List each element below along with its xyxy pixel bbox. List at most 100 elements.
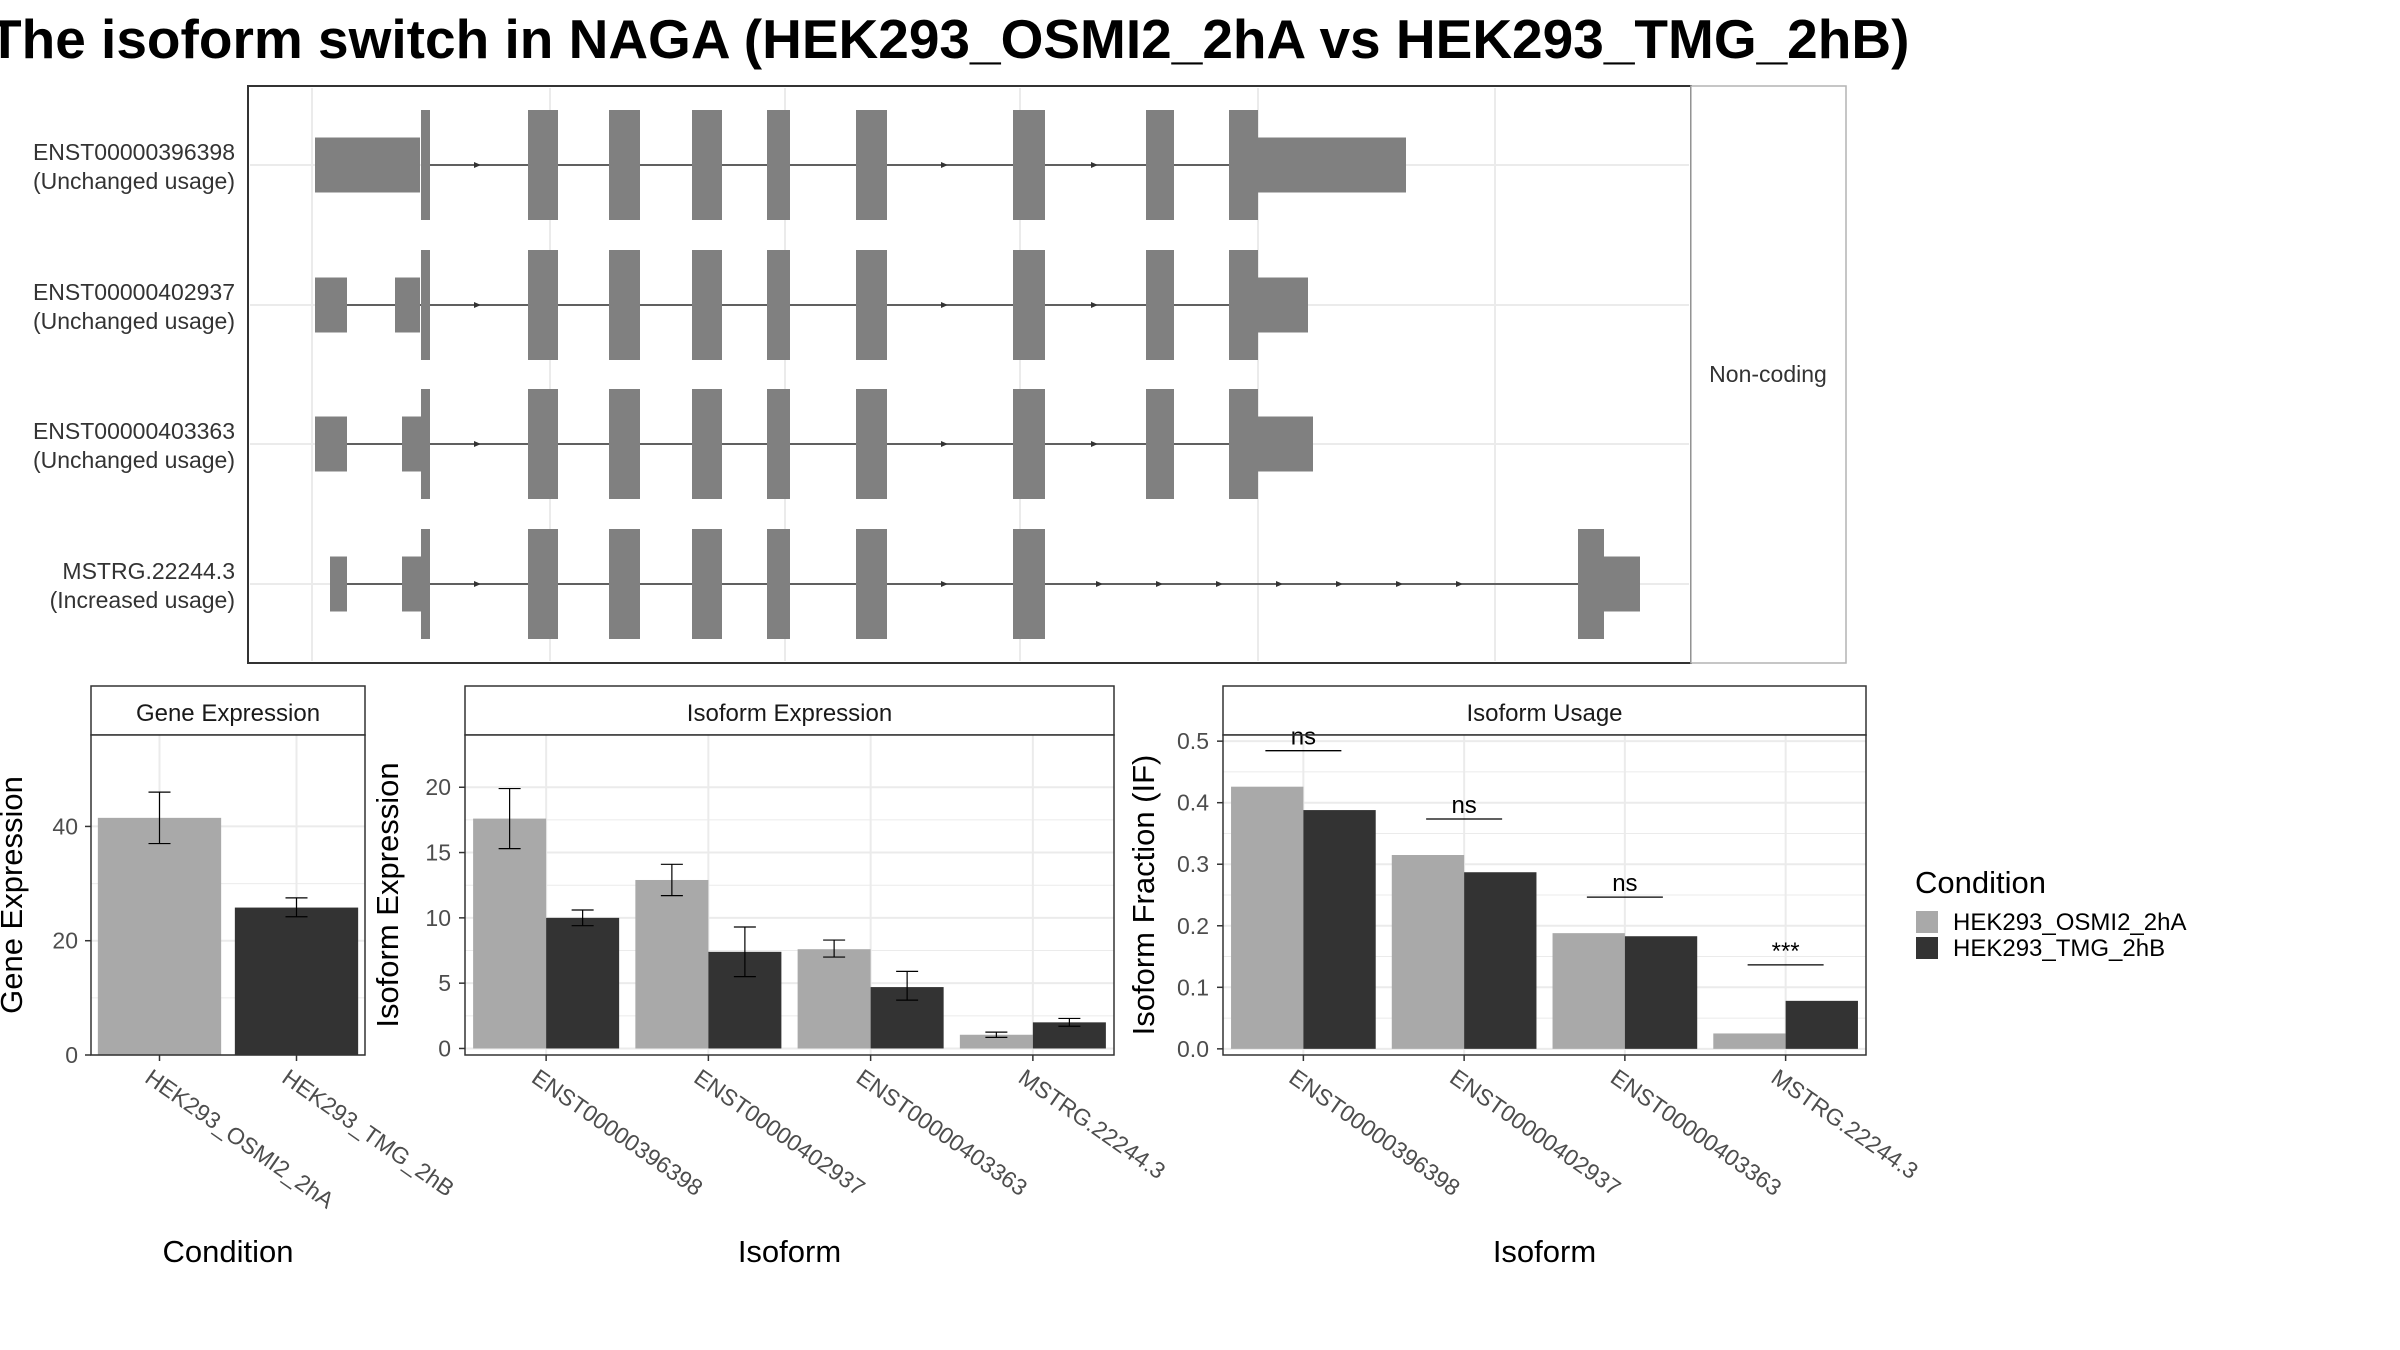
y-axis-title: Isoform Fraction (IF)	[1126, 755, 1161, 1036]
x-tick-label: ENST00000396398	[1285, 1064, 1465, 1201]
y-tick-label: 40	[52, 813, 78, 839]
transcript-structure-panel: ENST00000396398 (Unchanged usage) ENST0000…	[33, 85, 1847, 664]
cds-exon	[692, 389, 722, 499]
direction-arrow	[1276, 581, 1283, 587]
legend-label-condition-2: HEK293_TMG_2hB	[1953, 935, 2165, 962]
cds-exon	[421, 250, 430, 360]
y-tick-label: 5	[438, 970, 451, 996]
transcript-id-label: ENST00000396398	[33, 139, 235, 165]
legend-title: Condition	[1915, 865, 2046, 900]
utr-exon	[402, 556, 421, 612]
panel-title: Isoform Expression	[687, 700, 892, 727]
cds-exon	[421, 110, 430, 220]
bar	[1464, 872, 1537, 1049]
cds-exon	[1146, 110, 1174, 220]
direction-arrow	[1096, 581, 1103, 587]
significance-label: ns	[1451, 792, 1476, 819]
y-tick-label: 0.1	[1177, 974, 1209, 1000]
direction-arrow	[941, 302, 948, 308]
cds-exon	[767, 529, 790, 639]
bar	[1785, 1000, 1858, 1049]
cds-exon	[1229, 389, 1258, 499]
coding-facet-label: Non-coding	[1709, 361, 1827, 387]
transcript-track	[330, 529, 1640, 639]
transcript-usage-label: (Unchanged usage)	[33, 168, 235, 194]
utr-exon	[330, 556, 347, 612]
y-tick-label: 15	[425, 840, 451, 866]
direction-arrow	[941, 441, 948, 447]
direction-arrow	[1091, 302, 1098, 308]
x-tick-label: ENST00000402937	[690, 1064, 870, 1201]
y-tick-label: 20	[52, 928, 78, 954]
cds-exon	[1146, 389, 1174, 499]
cds-exon	[767, 110, 790, 220]
transcript-id-label: ENST00000403363	[33, 418, 235, 444]
cds-exon	[1013, 110, 1045, 220]
y-axis-title: Isoform Expression	[370, 762, 405, 1027]
transcript-usage-label: (Unchanged usage)	[33, 447, 235, 473]
bar	[797, 949, 871, 1049]
direction-arrow	[941, 162, 948, 168]
transcript-id-label: MSTRG.22244.3	[62, 558, 235, 584]
bar	[1391, 855, 1465, 1049]
structure-plot-area	[247, 85, 1692, 664]
direction-arrow	[1216, 581, 1223, 587]
x-axis-title: Isoform	[1493, 1234, 1596, 1269]
y-tick-label: 0.0	[1177, 1036, 1209, 1062]
direction-arrow	[1336, 581, 1343, 587]
cds-exon	[1229, 110, 1258, 220]
direction-arrow	[1156, 581, 1163, 587]
panel-strip	[464, 685, 1115, 736]
x-tick-label: ENST00000403363	[1606, 1064, 1786, 1201]
coding-facet-strip	[1690, 85, 1847, 664]
utr-exon	[402, 416, 421, 472]
y-tick-label: 0	[438, 1035, 451, 1061]
y-tick-label: 0.2	[1177, 913, 1209, 939]
direction-arrow	[474, 441, 481, 447]
utr-exon	[395, 277, 420, 333]
isoform-expression-panel: Isoform Expression 0 5 10 15 20 ENST0000039639…	[370, 685, 1170, 1269]
y-tick-label: 20	[425, 774, 451, 800]
direction-arrow	[1396, 581, 1403, 587]
cds-exon	[1146, 250, 1174, 360]
y-tick-label: 0.3	[1177, 851, 1209, 877]
cds-exon	[767, 389, 790, 499]
direction-arrow	[1091, 162, 1098, 168]
cds-exon	[528, 110, 558, 220]
cds-exon	[767, 250, 790, 360]
y-tick-label: 0.5	[1177, 728, 1209, 754]
y-tick-label: 0	[65, 1042, 78, 1068]
bar	[1713, 1033, 1786, 1049]
bar	[234, 907, 359, 1055]
cds-exon	[421, 529, 430, 639]
transcript-usage-label: (Unchanged usage)	[33, 308, 235, 334]
cds-exon	[856, 529, 887, 639]
cds-exon	[1013, 529, 1045, 639]
bar	[1552, 933, 1625, 1049]
utr-exon	[1258, 416, 1313, 472]
direction-arrow	[1091, 441, 1098, 447]
cds-exon	[609, 529, 640, 639]
utr-exon	[1258, 277, 1308, 333]
x-tick-label: MSTRG.22244.3	[1014, 1064, 1170, 1184]
panel-border	[464, 734, 1115, 1056]
cds-exon	[1013, 250, 1045, 360]
x-axis-title: Isoform	[738, 1234, 841, 1269]
transcript-labels: ENST00000396398 (Unchanged usage) ENST0000…	[33, 139, 235, 613]
x-tick-label: MSTRG.22244.3	[1767, 1064, 1923, 1184]
panel-border	[1222, 734, 1867, 1056]
cds-exon	[421, 389, 430, 499]
y-axis-title: Gene Expression	[0, 776, 29, 1014]
panel-strip	[1222, 685, 1867, 736]
x-axis-title: Condition	[163, 1234, 294, 1269]
bar	[1231, 786, 1304, 1049]
cds-exon	[609, 250, 640, 360]
isoform-usage-panel: Isoform Usage 0.0 0.1 0.2 0.3 0.4 0.5 ns ENST000…	[1126, 685, 1923, 1269]
y-tick-label: 0.4	[1177, 790, 1209, 816]
bar	[1303, 810, 1376, 1049]
cds-exon	[692, 529, 722, 639]
cds-exon	[692, 110, 722, 220]
panel-border	[90, 734, 366, 1056]
utr-exon	[315, 277, 347, 333]
